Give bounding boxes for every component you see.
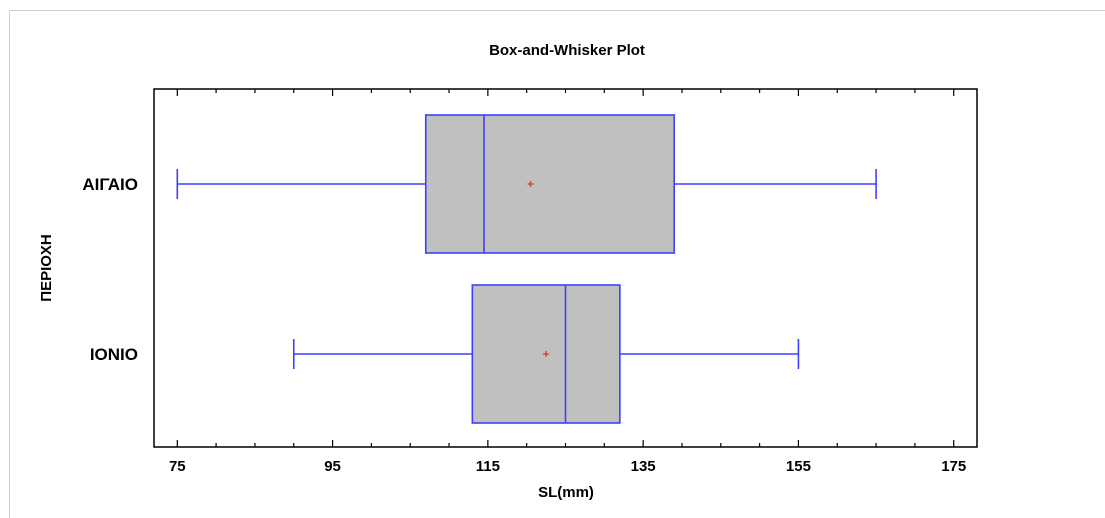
x-tick-label: 95 <box>324 458 341 475</box>
x-tick-label: 175 <box>941 458 966 475</box>
box-group <box>176 114 877 254</box>
x-tick-label: 115 <box>476 458 500 475</box>
box-group <box>292 284 800 424</box>
chart-title: Box-and-Whisker Plot <box>489 42 645 59</box>
category-label: ΙΟΝΙΟ <box>90 345 138 364</box>
y-axis-label: ΠΕΡΙΟΧΗ <box>38 234 55 302</box>
x-tick-label: 75 <box>169 458 186 475</box>
x-tick-label: 155 <box>786 458 811 475</box>
category-label: ΑΙΓΑΙΟ <box>82 175 138 194</box>
axis-ticks <box>176 89 955 447</box>
iqr-box <box>424 114 675 254</box>
x-tick-label: 135 <box>631 458 656 475</box>
box-series <box>176 114 877 424</box>
chart-frame <box>9 10 1105 518</box>
category-labels: ΑΙΓΑΙΟ ΙΟΝΙΟ <box>82 175 138 364</box>
x-axis-label: SL(mm) <box>538 484 594 501</box>
x-tick-labels: 75 95 115 135 155 175 <box>169 458 966 475</box>
